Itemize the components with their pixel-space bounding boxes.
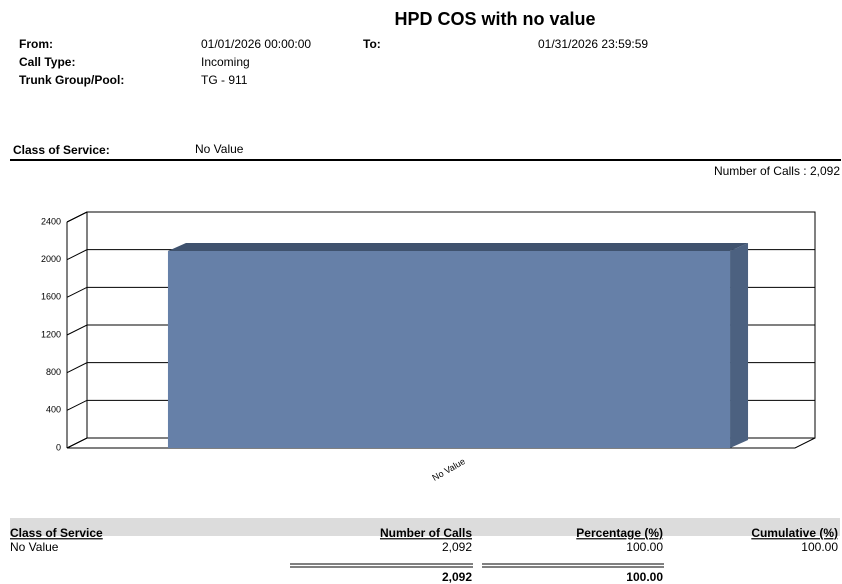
field-value: TG - 911 <box>201 73 248 87</box>
bar <box>167 251 731 448</box>
summary: Number of Calls : 2,092 <box>714 164 840 178</box>
grid-line <box>66 211 815 223</box>
group-label: Class of Service: <box>13 143 110 157</box>
field-label: To: <box>363 37 381 51</box>
column-header: Cumulative (%) <box>751 526 838 540</box>
cell: No Value <box>10 540 59 554</box>
bar-top <box>167 243 749 252</box>
column-header: Percentage (%) <box>576 526 663 540</box>
column-header: Class of Service <box>10 526 103 540</box>
field-value: 01/01/2026 00:00:00 <box>201 37 311 51</box>
y-tick-label: 2400 <box>41 216 61 226</box>
y-tick-label: 2000 <box>41 254 61 264</box>
report-title: HPD COS with no value <box>394 9 595 29</box>
chart: 0 400 800 1200 1600 2000 2400 No Value <box>41 211 816 483</box>
total: 100.00 <box>626 570 663 584</box>
y-tick-label: 0 <box>56 442 61 452</box>
table-header-bg <box>10 518 840 536</box>
field-label: Call Type: <box>19 55 75 69</box>
y-tick-label: 1200 <box>41 329 61 339</box>
cell: 100.00 <box>626 540 663 554</box>
field-value: Incoming <box>201 55 250 69</box>
cell: 2,092 <box>442 540 472 554</box>
field-label: From: <box>19 37 53 51</box>
y-tick-label: 800 <box>46 367 61 377</box>
column-header: Number of Calls <box>380 526 472 540</box>
field-label: Trunk Group/Pool: <box>19 73 124 87</box>
y-tick-label: 400 <box>46 405 61 415</box>
group-value: No Value <box>195 142 244 156</box>
bar-side <box>730 243 749 448</box>
x-tick-label: No Value <box>430 456 466 483</box>
field-value: 01/31/2026 23:59:59 <box>538 37 648 51</box>
total: 2,092 <box>442 570 472 584</box>
cell: 100.00 <box>801 540 838 554</box>
total-rules <box>290 563 664 568</box>
y-tick-label: 1600 <box>41 292 61 302</box>
